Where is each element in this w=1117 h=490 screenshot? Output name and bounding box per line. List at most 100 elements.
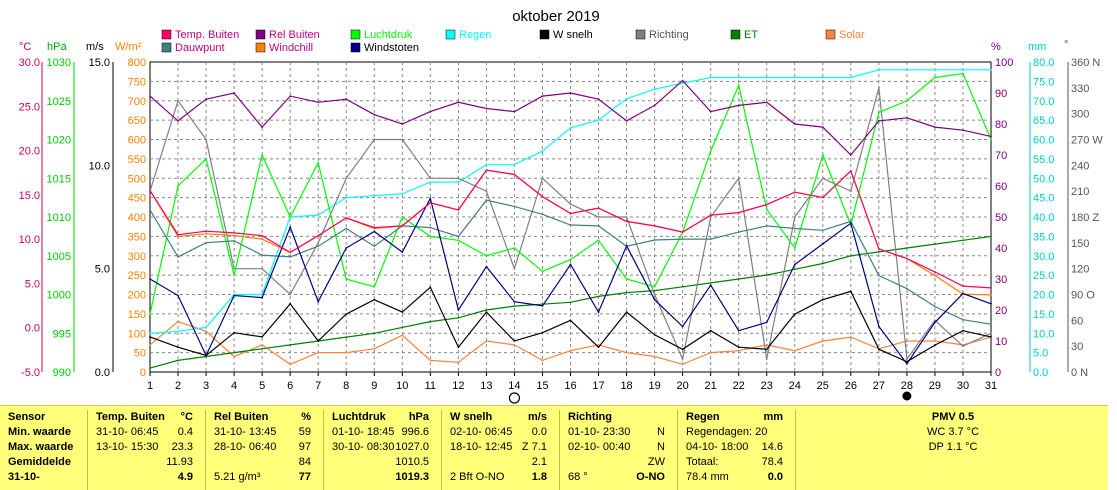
data-point bbox=[373, 230, 376, 233]
mm-tick-label: 25.0 bbox=[1033, 270, 1054, 282]
stats-row-value: 4.9 bbox=[177, 471, 193, 483]
stats-col-pmv: PMV 0.5 WC 3.7 °C DP 1.1 °C bbox=[796, 410, 1108, 490]
data-point bbox=[849, 76, 852, 79]
legend-label: Temp. Buiten bbox=[175, 29, 239, 41]
x-tick-label: 7 bbox=[315, 380, 321, 392]
data-point bbox=[457, 177, 460, 180]
data-point bbox=[709, 238, 712, 241]
x-tick-label: 8 bbox=[343, 380, 349, 392]
x-tick-label: 31 bbox=[985, 380, 997, 392]
windchill-value: WC 3.7 °C bbox=[926, 426, 980, 438]
legend-swatch bbox=[255, 29, 266, 40]
data-point bbox=[205, 98, 208, 101]
data-point bbox=[457, 316, 460, 319]
data-point bbox=[401, 311, 404, 313]
wm2-tick-label: 100 bbox=[128, 328, 146, 340]
data-point bbox=[709, 216, 712, 218]
data-point bbox=[513, 267, 516, 270]
x-tick-label: 20 bbox=[677, 380, 689, 392]
stats-col-unit: m/s bbox=[528, 411, 547, 423]
data-point bbox=[962, 285, 964, 287]
stats-row: 02-10- 00:40 N bbox=[568, 440, 671, 455]
data-point bbox=[625, 291, 628, 294]
data-point bbox=[793, 216, 796, 218]
mm-tick-label: 50.0 bbox=[1033, 173, 1054, 185]
data-point bbox=[345, 351, 348, 354]
legend-label: Luchtdruk bbox=[364, 29, 413, 41]
data-point bbox=[177, 99, 179, 102]
data-point bbox=[765, 101, 768, 104]
legend-label: ET bbox=[744, 29, 758, 41]
x-tick-label: 17 bbox=[592, 380, 604, 392]
data-point bbox=[401, 225, 404, 227]
stats-col-wind: W snelh m/s 02-10- 06:45 0.0 18-10- 12:45 Z 7… bbox=[442, 410, 560, 490]
data-point bbox=[177, 233, 179, 236]
mm-tick-label: 35.0 bbox=[1033, 231, 1054, 243]
wm2-tick-label: 450 bbox=[128, 193, 146, 205]
axis-unit-labels: °C hPa m/s W/m²% mm ° bbox=[19, 39, 1068, 53]
x-tick-label: 16 bbox=[564, 380, 576, 392]
stats-row: 02-10- 06:45 0.0 bbox=[450, 425, 553, 440]
data-point bbox=[765, 225, 768, 227]
data-point bbox=[597, 98, 600, 101]
data-point bbox=[149, 332, 151, 335]
data-point bbox=[205, 138, 208, 141]
data-point bbox=[681, 79, 684, 82]
stats-row-label: 01-10- 18:45 bbox=[332, 426, 395, 438]
series-rel-buiten bbox=[149, 79, 992, 156]
data-point bbox=[765, 321, 768, 324]
data-point bbox=[513, 173, 516, 176]
temp-tick-label: 15.0 bbox=[19, 190, 40, 202]
data-point bbox=[485, 190, 488, 193]
data-point bbox=[765, 76, 768, 79]
data-point bbox=[878, 111, 880, 114]
legend-label: Windstoten bbox=[364, 42, 419, 54]
legend-swatch bbox=[635, 29, 646, 40]
dir-tick-label: 330 bbox=[1071, 83, 1089, 95]
mm-tick-label: 15.0 bbox=[1033, 309, 1054, 321]
data-point bbox=[653, 104, 656, 107]
data-point bbox=[401, 216, 404, 218]
data-point bbox=[793, 227, 796, 230]
stats-col-richting: Richting 01-10- 23:30 N 02-10- 00:40 N ZW 68 °… bbox=[560, 410, 678, 490]
data-point bbox=[709, 76, 712, 79]
data-point bbox=[261, 254, 263, 256]
data-point bbox=[962, 68, 964, 71]
data-point bbox=[765, 344, 768, 346]
data-point bbox=[962, 345, 964, 348]
data-point bbox=[653, 355, 656, 358]
dir-tick-label: 120 bbox=[1071, 264, 1089, 276]
data-point bbox=[401, 192, 404, 195]
mm-tick-label: 70.0 bbox=[1033, 96, 1054, 108]
stats-row-value: 1027.0 bbox=[395, 441, 429, 453]
stats-row-label: 28-10- 06:40 bbox=[214, 441, 277, 453]
mm-tick-label: 65.0 bbox=[1033, 115, 1054, 127]
data-point bbox=[597, 207, 600, 210]
hpa-tick-label: 1000 bbox=[47, 290, 71, 302]
stats-row: 04-10- 18:00 14.6 bbox=[686, 440, 789, 455]
stats-row-label: 31-10- 13:45 bbox=[214, 426, 277, 438]
data-point bbox=[709, 150, 712, 153]
data-point bbox=[233, 92, 236, 94]
temp-tick-label: 5.0 bbox=[25, 278, 40, 290]
data-point bbox=[233, 232, 236, 234]
wm2-tick-label: 500 bbox=[128, 173, 146, 185]
data-point bbox=[513, 110, 516, 113]
stats-row-label: Regendagen: 20 bbox=[686, 426, 768, 438]
data-point bbox=[541, 305, 544, 307]
stats-label-max: Max. waarde bbox=[8, 441, 74, 453]
data-point bbox=[289, 216, 292, 218]
legend-swatch bbox=[350, 42, 361, 53]
data-point bbox=[849, 154, 852, 156]
dir-tick-label: 360 N bbox=[1071, 57, 1100, 69]
data-point bbox=[373, 113, 376, 116]
data-point bbox=[821, 126, 824, 128]
stats-row-label: 5.21 g/m³ bbox=[214, 471, 261, 483]
data-point bbox=[569, 349, 572, 352]
series-richting bbox=[149, 86, 992, 362]
data-point bbox=[849, 190, 852, 193]
data-point bbox=[569, 263, 572, 266]
pct-tick-label: 80 bbox=[995, 119, 1007, 131]
stats-row-value: 14.6 bbox=[761, 441, 783, 453]
data-point bbox=[233, 234, 236, 237]
